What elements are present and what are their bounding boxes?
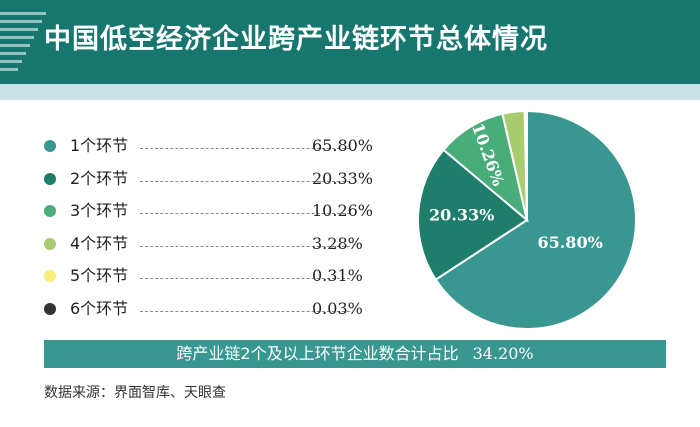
legend-leader-line (140, 148, 350, 149)
summary-value: 34.20% (472, 344, 534, 363)
pie-slice (417, 148, 529, 281)
legend-leader-line (140, 245, 350, 247)
legend-leader-line (140, 310, 350, 312)
source-note: 数据来源：界面智库、天眼查 (44, 385, 226, 401)
legend-leader-line (140, 278, 350, 279)
slice-label: 20.33% (429, 206, 494, 225)
legend-item: 5个环节 0.31% (44, 265, 384, 298)
legend-label: 1个环节 (70, 136, 129, 155)
legend-label: 2个环节 (70, 168, 129, 188)
summary-label: 跨产业链2个及以上环节企业数合计占比 (176, 344, 459, 363)
legend-item: 3个环节 10.26% (44, 200, 384, 233)
legend-swatch (44, 172, 56, 185)
legend-swatch (44, 270, 56, 282)
legend-swatch (44, 302, 56, 315)
legend-value: 20.33% (312, 168, 374, 188)
pie-slice (434, 109, 637, 330)
legend-item: 6个环节 0.03% (44, 298, 384, 331)
legend-value: 0.31% (312, 266, 363, 285)
legend-swatch (44, 205, 56, 217)
header-subband (0, 84, 700, 100)
legend-value: 65.80% (312, 136, 374, 155)
legend-swatch (44, 237, 56, 250)
legend-item: 2个环节 20.33% (44, 168, 384, 201)
legend-swatch (44, 140, 56, 152)
legend-label: 4个环节 (70, 233, 129, 253)
legend-leader-line (140, 180, 350, 182)
legend-item: 1个环节 65.80% (44, 135, 384, 168)
page-title: 中国低空经济企业跨产业链环节总体情况 (44, 24, 548, 55)
legend-leader-line (140, 213, 350, 214)
legend-label: 5个环节 (70, 266, 129, 285)
chart-legend: 1个环节 65.80% 2个环节 20.33% 3个环节 10.26% 4个环节 3.28% 5… (44, 135, 384, 330)
slice-label: 65.80% (537, 233, 602, 252)
legend-value: 3.28% (312, 233, 363, 253)
decorative-stripes (0, 12, 46, 71)
legend-item: 4个环节 3.28% (44, 233, 384, 266)
legend-label: 3个环节 (70, 201, 129, 220)
pie-slice (442, 112, 529, 223)
title-banner: 中国低空经济企业跨产业链环节总体情况 (0, 0, 700, 84)
summary-bar: 跨产业链2个及以上环节企业数合计占比 34.20% (44, 340, 666, 368)
legend-value: 10.26% (312, 201, 374, 220)
legend-value: 0.03% (312, 298, 363, 318)
legend-label: 6个环节 (70, 298, 129, 318)
